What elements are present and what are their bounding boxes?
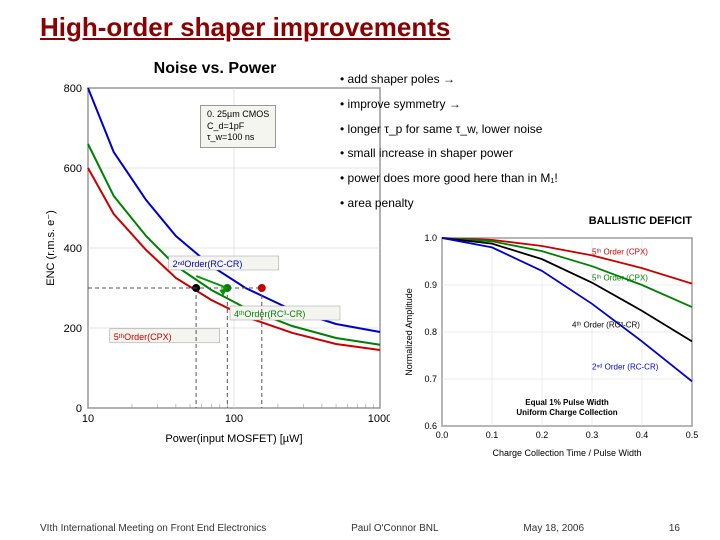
right-chart-svg: 0.60.70.80.91.00.00.10.20.30.40.55ᵗʰ Ord… bbox=[400, 230, 700, 460]
svg-text:5ᵗʰ Order (CPX): 5ᵗʰ Order (CPX) bbox=[592, 273, 648, 282]
svg-text:2ⁿᵈ Order (RC-CR): 2ⁿᵈ Order (RC-CR) bbox=[592, 363, 659, 372]
bullet-item: • small increase in shaper power bbox=[340, 142, 700, 165]
footer-page: 16 bbox=[669, 523, 680, 534]
svg-text:1000: 1000 bbox=[368, 413, 390, 425]
svg-text:0.9: 0.9 bbox=[424, 280, 437, 290]
svg-text:0.4: 0.4 bbox=[636, 430, 649, 440]
svg-text:4ᵗʰ Order (RC³-CR): 4ᵗʰ Order (RC³-CR) bbox=[572, 320, 640, 329]
svg-text:Uniform Charge Collection: Uniform Charge Collection bbox=[516, 408, 617, 417]
bullet-item: • longer τ_p for same τ_w, lower noise bbox=[340, 118, 700, 141]
svg-text:0.1: 0.1 bbox=[486, 430, 499, 440]
right-chart-heading: BALLISTIC DEFICIT bbox=[589, 215, 692, 227]
footer: VIth International Meeting on Front End … bbox=[0, 523, 720, 534]
svg-text:600: 600 bbox=[64, 163, 82, 175]
svg-text:Normalized Amplitude: Normalized Amplitude bbox=[404, 288, 414, 376]
svg-text:0.2: 0.2 bbox=[536, 430, 549, 440]
svg-text:0.0: 0.0 bbox=[436, 430, 449, 440]
svg-text:400: 400 bbox=[64, 243, 82, 255]
svg-text:10: 10 bbox=[82, 413, 94, 425]
svg-text:4ᵗʰOrder(RC³-CR): 4ᵗʰOrder(RC³-CR) bbox=[234, 309, 305, 319]
left-chart-title: Noise vs. Power bbox=[40, 60, 390, 78]
ballistic-deficit-chart: 0.60.70.80.91.00.00.10.20.30.40.55ᵗʰ Ord… bbox=[400, 230, 700, 460]
svg-text:Charge Collection Time / Pulse: Charge Collection Time / Pulse Width bbox=[492, 448, 641, 458]
svg-text:Equal 1% Pulse Width: Equal 1% Pulse Width bbox=[525, 398, 609, 407]
slide-title: High-order shaper improvements bbox=[0, 0, 720, 45]
footer-center: Paul O'Connor BNL bbox=[351, 523, 439, 534]
svg-text:800: 800 bbox=[64, 83, 82, 95]
svg-text:1.0: 1.0 bbox=[424, 233, 437, 243]
svg-text:0.8: 0.8 bbox=[424, 327, 437, 337]
bullet-item: • add shaper poles → bbox=[340, 68, 700, 91]
bullet-item: • improve symmetry → bbox=[340, 93, 700, 116]
svg-text:5ᵗʰOrder(CPX): 5ᵗʰOrder(CPX) bbox=[114, 332, 172, 342]
bullet-item: • power does more good here than in M₁! bbox=[340, 167, 700, 190]
svg-text:100: 100 bbox=[225, 413, 243, 425]
svg-text:0.5: 0.5 bbox=[686, 430, 699, 440]
footer-right: May 18, 2006 bbox=[523, 523, 584, 534]
bullet-item: • area penalty bbox=[340, 192, 700, 215]
svg-text:Power(input MOSFET) [µW]: Power(input MOSFET) [µW] bbox=[165, 433, 302, 445]
svg-text:0.7: 0.7 bbox=[424, 374, 437, 384]
cmos-params-box: 0. 25µm CMOSC_d=1pFτ_w=100 ns bbox=[200, 105, 276, 148]
svg-text:2ⁿᵈOrder(RC-CR): 2ⁿᵈOrder(RC-CR) bbox=[173, 259, 243, 269]
svg-text:ENC (r.m.s. e⁻): ENC (r.m.s. e⁻) bbox=[45, 210, 57, 285]
bullet-list: • add shaper poles →• improve symmetry →… bbox=[340, 68, 700, 217]
svg-text:0.3: 0.3 bbox=[586, 430, 599, 440]
svg-text:200: 200 bbox=[64, 323, 82, 335]
svg-text:5ᵗʰ Order (CPX): 5ᵗʰ Order (CPX) bbox=[592, 247, 648, 256]
footer-left: VIth International Meeting on Front End … bbox=[40, 523, 266, 534]
